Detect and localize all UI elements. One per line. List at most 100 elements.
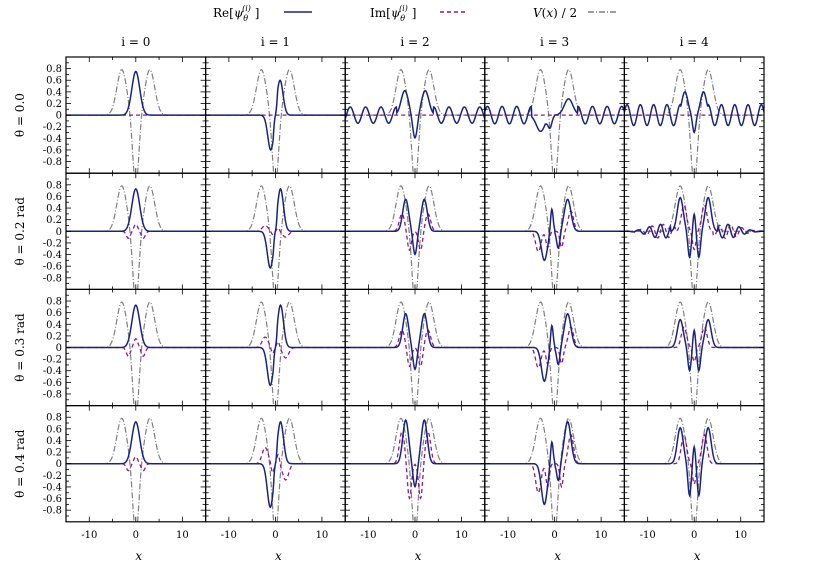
series-re [66, 304, 206, 349]
y-tick-label: -0.6 [43, 378, 62, 389]
legend-im-label: Im[ψθ(i) ] [370, 4, 416, 23]
panel-r2-c2 [344, 288, 486, 407]
x-tick-label: 0 [133, 530, 139, 541]
series-im [624, 433, 764, 486]
panel-frame [344, 56, 486, 174]
y-tick-label: 0.6 [46, 424, 62, 435]
y-tick-label: -0.6 [43, 145, 62, 156]
y-tick-label: -0.8 [43, 273, 62, 284]
x-tick-label: 0 [551, 530, 557, 541]
x-tick-label: -10 [640, 530, 656, 541]
x-tick-label: 0 [412, 530, 418, 541]
y-tick-label: -0.2 [43, 238, 62, 249]
x-axis-label: x [554, 549, 561, 563]
panel-r1-c3 [484, 172, 625, 290]
y-tick-label: -0.6 [43, 494, 62, 505]
panel-r1-c0: 0.80.60.40.20-0.2-0.4-0.6-0.8 θ = 0.2 rad [13, 172, 207, 290]
panel-r3-c2: -10 0 10 x [344, 405, 486, 563]
y-tick-label: -0.4 [43, 250, 62, 261]
series-re [484, 420, 625, 506]
series-re [624, 196, 765, 260]
column-title: i = 0 [121, 35, 150, 49]
series-re [484, 198, 625, 262]
y-tick-label: 0.4 [46, 436, 62, 447]
y-tick-label: 0.8 [46, 64, 62, 75]
y-tick-label: 0.2 [46, 215, 62, 226]
series-re [345, 312, 485, 371]
panel-r3-c4: -10 0 10 x [623, 405, 765, 563]
series-re [205, 420, 346, 509]
y-tick-label: 0.4 [46, 87, 62, 98]
x-tick-label: -10 [360, 530, 376, 541]
row-label: θ = 0.0 [13, 93, 27, 137]
row-label: θ = 0.2 rad [13, 197, 27, 266]
panel-r0-c3: i = 3 [484, 35, 625, 174]
series-im [345, 430, 485, 500]
y-tick-label: 0.8 [46, 180, 62, 191]
series-re [345, 418, 485, 489]
y-tick-label: 0.6 [46, 192, 62, 203]
series-re [345, 198, 485, 256]
column-title: i = 1 [261, 35, 290, 49]
y-tick-label: 0.6 [46, 308, 62, 319]
y-tick-label: 0.4 [46, 204, 62, 215]
y-tick-label: 0 [56, 227, 62, 238]
x-tick-label: 0 [272, 530, 278, 541]
x-tick-label: 10 [176, 530, 189, 541]
panel-r0-c1: i = 1 [205, 35, 346, 174]
panel-r2-c0: 0.80.60.40.20-0.2-0.4-0.6-0.8 θ = 0.3 rad [13, 288, 207, 407]
x-tick-label: 10 [734, 530, 747, 541]
row-label: θ = 0.4 rad [13, 429, 27, 498]
y-tick-label: -0.8 [43, 506, 62, 517]
panel-r0-c4: i = 4 [623, 35, 765, 174]
column-title: i = 2 [400, 35, 429, 49]
y-tick-label: -0.4 [43, 134, 62, 145]
y-tick-label: -0.8 [43, 157, 62, 168]
y-tick-label: 0.8 [46, 413, 62, 424]
panel-r3-c3: -10 0 10 x [484, 405, 625, 563]
y-tick-label: 0.4 [46, 320, 62, 331]
column-title: i = 4 [680, 35, 710, 49]
series-re [66, 70, 206, 116]
panel-r2-c3 [484, 288, 625, 407]
x-tick-label: -10 [221, 530, 237, 541]
y-tick-label: 0.2 [46, 448, 62, 459]
x-tick-label: 10 [316, 530, 329, 541]
panel-r1-c1 [205, 172, 346, 290]
y-tick-label: -0.2 [43, 122, 62, 133]
panel-r2-c4 [623, 288, 765, 407]
x-tick-label: 10 [595, 530, 608, 541]
panel-r1-c2 [344, 172, 486, 290]
series-re [205, 79, 346, 151]
series-re [484, 312, 625, 383]
x-axis-label: x [275, 549, 282, 563]
y-tick-label: 0.8 [46, 297, 62, 308]
x-tick-label: 10 [455, 530, 468, 541]
legend-re-label: Re[ψθ(i) ] [213, 4, 259, 23]
column-title: i = 3 [540, 35, 569, 49]
y-tick-label: 0.2 [46, 99, 62, 110]
y-tick-label: 0 [56, 343, 62, 354]
series-re [624, 318, 764, 373]
y-tick-label: -0.2 [43, 471, 62, 482]
x-tick-label: -10 [500, 530, 516, 541]
panel-frame [623, 172, 765, 290]
series-re [624, 426, 764, 498]
legend: Re[ψθ(i) ] Im[ψθ(i) ] V(x) / 2 [213, 4, 616, 23]
legend-v-label: V(x) / 2 [533, 6, 577, 20]
y-tick-label: -0.4 [43, 366, 62, 377]
panel-r2-c1 [205, 288, 346, 407]
y-tick-label: 0.2 [46, 331, 62, 342]
series-potential [624, 185, 764, 290]
series-re [624, 90, 765, 134]
y-tick-label: -0.2 [43, 355, 62, 366]
series-re [345, 89, 485, 140]
y-tick-label: -0.6 [43, 262, 62, 273]
y-tick-label: 0 [56, 111, 62, 122]
series-im [624, 204, 764, 251]
panel-r3-c0: 0.80.60.40.20-0.2-0.4-0.6-0.8θ = 0.4 rad… [13, 405, 207, 563]
y-tick-label: 0 [56, 459, 62, 470]
x-axis-label: x [135, 549, 142, 563]
